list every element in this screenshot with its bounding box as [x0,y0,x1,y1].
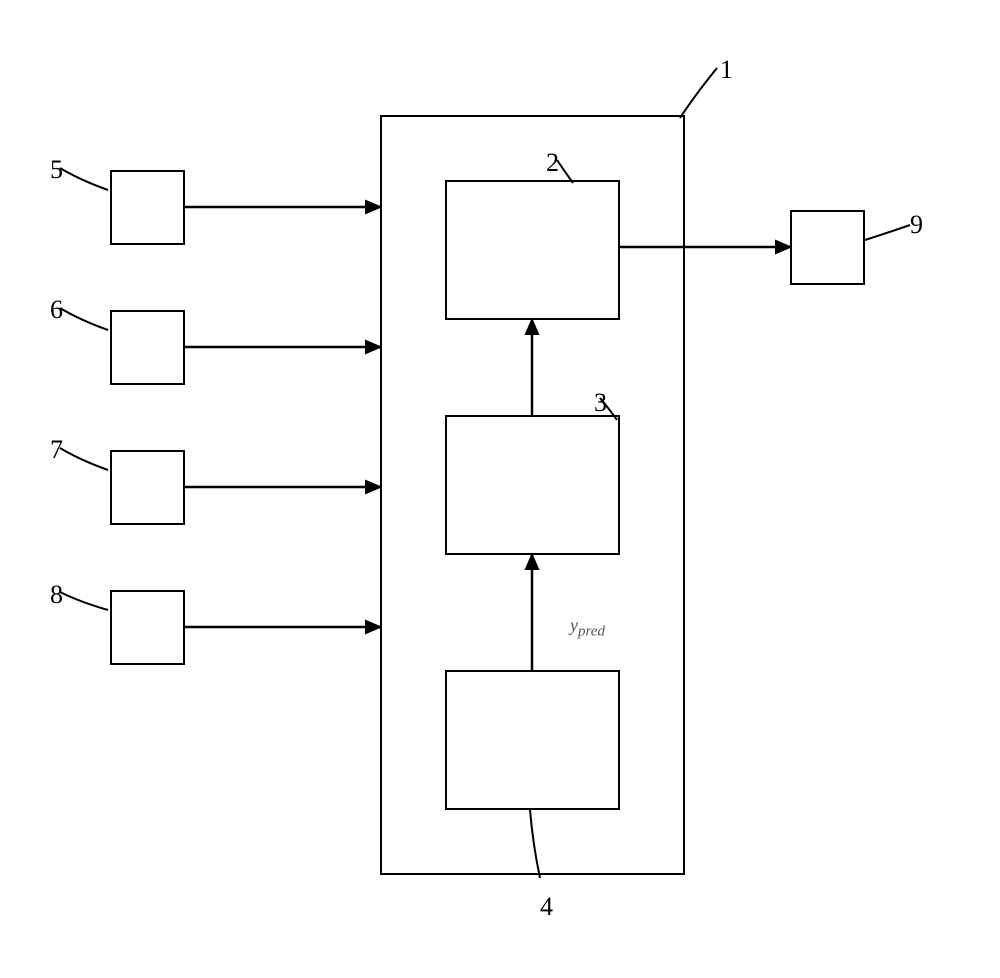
label-3: 3 [594,388,607,418]
label-5: 5 [50,155,63,185]
label-7: 7 [50,435,63,465]
edge-label-ypred: ypred [570,615,605,641]
label-2: 2 [546,148,559,178]
label-9: 9 [910,210,923,240]
node-4 [445,670,620,810]
node-8 [110,590,185,665]
label-8: 8 [50,580,63,610]
label-1: 1 [720,55,733,85]
node-7 [110,450,185,525]
node-6 [110,310,185,385]
node-2 [445,180,620,320]
leader-line [60,448,108,470]
label-4: 4 [540,892,553,922]
leader-line [60,592,108,610]
node-5 [110,170,185,245]
label-6: 6 [50,295,63,325]
diagram-canvas: 1 2 3 4 5 6 7 8 9 ypred [0,0,1000,978]
leader-line [60,308,108,330]
node-3 [445,415,620,555]
edge-label-y: y [570,615,578,635]
leader-line [865,225,910,240]
node-9 [790,210,865,285]
leader-line [60,168,108,190]
edge-label-sub: pred [578,624,605,640]
leader-line [680,68,717,118]
